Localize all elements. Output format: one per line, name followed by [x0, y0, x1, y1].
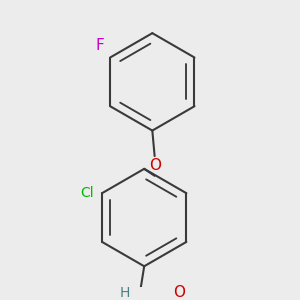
Text: H: H: [120, 286, 130, 300]
Text: O: O: [148, 158, 160, 173]
Text: O: O: [173, 285, 185, 300]
Text: F: F: [96, 38, 104, 53]
Text: Cl: Cl: [80, 186, 94, 200]
